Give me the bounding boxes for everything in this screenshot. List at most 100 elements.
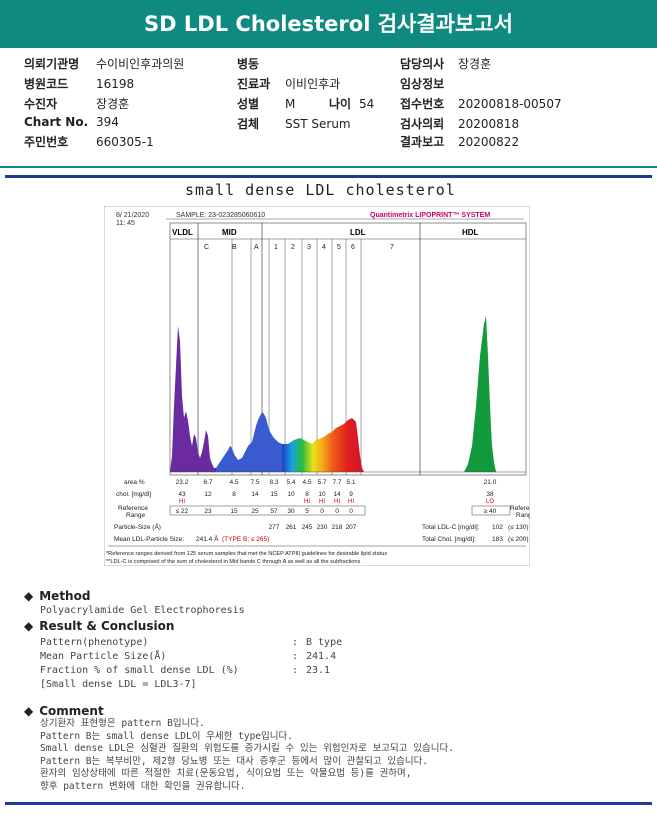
comment-line: Pattern B는 small dense LDL이 우세한 type입니다.: [40, 730, 293, 742]
chol-value: 8: [232, 491, 236, 498]
band-label: 3: [307, 244, 311, 251]
band-label: 7: [390, 244, 394, 251]
info-age: 나이 54: [329, 97, 375, 111]
ref-right-label2: Range: [516, 512, 530, 519]
band-label: A: [254, 244, 259, 251]
method-section: ◆ Method Polyacrylamide Gel Electrophores…: [24, 589, 245, 616]
comment-section: ◆ Comment 상기환자 표현형은 pattern B입니다. Pattern…: [24, 704, 644, 793]
mean-type: (TYPE B; ≤ 265): [222, 536, 269, 543]
result-colon: :: [292, 665, 299, 676]
particle-size-value: 218: [332, 524, 343, 531]
particle-size-value: 207: [346, 524, 357, 531]
chol-flag: HI: [348, 499, 354, 505]
info-report-date: 결과보고 20200822: [400, 135, 520, 149]
method-text: Polyacrylamide Gel Electrophoresis: [40, 605, 245, 616]
mean-label: Mean LDL-Particle Size:: [114, 536, 184, 543]
result-colon: :: [292, 637, 299, 648]
chol-value: 10: [287, 491, 295, 498]
comment-line: Pattern B는 복부비만, 제2형 당뇨병 또는 대사 증후군 등에서 많…: [40, 755, 429, 767]
band-label: 2: [291, 244, 295, 251]
chol-flag: HI: [334, 499, 340, 505]
ref-value: 5: [305, 508, 309, 515]
info-request-date: 검사의뢰 20200818: [400, 117, 520, 131]
divider: [5, 175, 652, 178]
result-section: ◆ Result & Conclusion Pattern(phenotype) …: [24, 619, 624, 693]
ref-value: ≤ 22: [176, 508, 189, 515]
chol-value: 12: [204, 491, 212, 498]
total-ldl-ref: (≤ 130): [508, 524, 529, 531]
row-label-ref2: Range: [126, 512, 146, 519]
row-label-chol: chol. [mg/dl]: [116, 491, 151, 498]
total-chol-value: 183: [492, 536, 503, 543]
total-ldl-value: 102: [492, 524, 503, 531]
report-sample: SAMPLE: 23-023285060610: [176, 212, 265, 219]
ref-value: 30: [287, 508, 295, 515]
diamond-icon: ◆: [24, 619, 34, 633]
comment-heading: ◆ Comment: [24, 704, 104, 718]
hdl-peak: [464, 316, 496, 472]
ref-value: 25: [251, 508, 259, 515]
footnote-1: *Reference ranges derived from 125 serum…: [106, 551, 387, 557]
chol-flag: HI: [179, 499, 185, 505]
mid-band: [216, 412, 282, 472]
info-specimen: 검체 SST Serum: [237, 117, 351, 131]
ref-value: 0: [335, 508, 339, 515]
chol-value: 8: [305, 491, 309, 498]
report-time: 11: 45: [116, 220, 135, 227]
info-ward: 병동: [237, 57, 260, 71]
divider: [5, 802, 652, 805]
ldl-curve: [282, 418, 364, 472]
row-label-area: area %: [124, 479, 145, 486]
footnote-2: **LDL-C is comprised of the sum of chole…: [106, 559, 361, 565]
method-heading: ◆ Method: [24, 589, 91, 603]
total-chol-ref: (≤ 200): [508, 536, 529, 543]
area-value: 23.2: [176, 479, 189, 486]
row-label-ref: Reference: [118, 505, 148, 512]
result-label: Mean Particle Size(Å): [40, 651, 167, 662]
ref-value: 0: [349, 508, 353, 515]
section-title: small dense LDL cholesterol: [185, 181, 456, 199]
chol-value: 15: [270, 491, 278, 498]
band-label: 6: [351, 244, 355, 251]
chol-flag: LO: [486, 499, 494, 505]
chol-value: 14: [333, 491, 341, 498]
band-label: C: [204, 244, 209, 251]
area-value: 7.7: [332, 479, 341, 486]
group-vldl: VLDL: [172, 228, 193, 237]
comment-lines: 상기환자 표현형은 pattern B입니다. Pattern B는 small…: [40, 718, 644, 793]
info-patient-name: 수진자 장경훈: [24, 97, 130, 111]
area-value: 5.7: [317, 479, 326, 486]
info-resident-no: 주민번호 660305-1: [24, 135, 154, 149]
chol-value: 9: [349, 491, 353, 498]
result-label: Fraction % of small dense LDL (%): [40, 665, 239, 676]
particle-size-value: 230: [317, 524, 328, 531]
divider: [0, 166, 657, 168]
total-ldl-label: Total LDL-C [mg/dl]:: [422, 524, 480, 531]
area-value: 5.4: [286, 479, 295, 486]
result-heading: ◆ Result & Conclusion: [24, 619, 175, 633]
comment-line: 상기환자 표현형은 pattern B입니다.: [40, 718, 205, 729]
comment-line: Small dense LDL은 심혈관 질환의 위험도를 증가시킬 수 있는 …: [40, 743, 454, 754]
comment-line: 환자의 임상상태에 따른 적절한 치료(운동요법, 식이요법 또는 약물요법 등…: [40, 768, 412, 779]
ref-value: 23: [204, 508, 212, 515]
brand-name: Quantimetrix LIPOPRINT™ SYSTEM: [370, 212, 490, 219]
area-value: 4.5: [302, 479, 311, 486]
band-label: 4: [322, 244, 326, 251]
group-ldl: LDL: [350, 228, 366, 237]
area-value: 5.1: [346, 479, 355, 486]
area-value: 6.7: [203, 479, 212, 486]
total-chol-label: Total Chol. [mg/dl]:: [422, 536, 476, 543]
ref-value: 15: [230, 508, 238, 515]
band-label: 1: [274, 244, 278, 251]
result-value: 241.4: [306, 651, 337, 662]
result-colon: :: [292, 651, 299, 662]
area-value: 8.3: [269, 479, 278, 486]
particle-size-value: 245: [302, 524, 313, 531]
lipoprint-report: 8/ 21/2020 11: 45 SAMPLE: 23-02328506061…: [104, 206, 530, 566]
info-sex: 성별 M: [237, 97, 296, 111]
comment-line: 향후 pattern 변화에 대한 확인을 권유합니다.: [40, 780, 246, 792]
result-note: [Small dense LDL = LDL3-7]: [40, 679, 197, 690]
mean-value: 241.4 Å: [196, 534, 219, 543]
chol-value: 43: [178, 491, 186, 498]
vldl-peak: [170, 326, 216, 472]
